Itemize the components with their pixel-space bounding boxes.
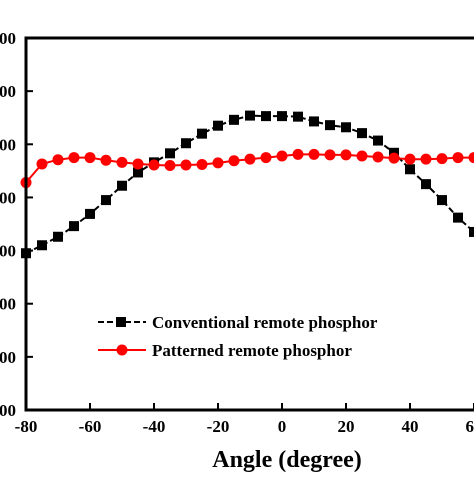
data-point-square <box>229 115 239 125</box>
data-point-square <box>85 209 95 219</box>
legend-marker-circle <box>117 345 128 356</box>
data-point-circle <box>213 157 224 168</box>
data-point-circle <box>165 160 176 171</box>
data-point-circle <box>453 152 464 163</box>
data-point-circle <box>357 150 368 161</box>
data-point-circle <box>405 154 416 165</box>
data-point-circle <box>389 153 400 164</box>
data-point-circle <box>117 157 128 168</box>
x-tick-label: 60 <box>466 417 474 436</box>
legend-label: Patterned remote phosphor <box>152 341 352 360</box>
y-tick-label: 00 <box>0 82 16 101</box>
data-point-circle <box>53 154 64 165</box>
data-point-circle <box>421 154 432 165</box>
x-tick-label: -40 <box>143 417 166 436</box>
data-point-square <box>165 148 175 158</box>
data-point-square <box>69 221 79 231</box>
data-point-square <box>37 240 47 250</box>
series-layer <box>21 111 474 259</box>
y-tick-label: 00 <box>0 242 16 261</box>
data-point-circle <box>469 152 474 163</box>
x-tick-label: -60 <box>79 417 102 436</box>
data-point-square <box>421 179 431 189</box>
x-tick-label: 0 <box>278 417 287 436</box>
data-point-square <box>261 111 271 121</box>
series-line <box>26 116 474 254</box>
data-point-square <box>213 121 223 131</box>
y-tick-label: 00 <box>0 401 16 420</box>
data-point-circle <box>197 159 208 170</box>
data-point-square <box>53 232 63 242</box>
x-tick-label: -20 <box>207 417 230 436</box>
data-point-square <box>469 227 474 237</box>
data-point-circle <box>373 152 384 163</box>
x-axis-title: Angle (degree) <box>212 447 362 473</box>
data-point-square <box>437 195 447 205</box>
x-tick-label: -80 <box>15 417 38 436</box>
data-point-square <box>117 181 127 191</box>
legend-label: Conventional remote phosphor <box>152 313 378 332</box>
y-tick-label: 00 <box>0 348 16 367</box>
data-point-circle <box>341 149 352 160</box>
data-point-square <box>245 111 255 121</box>
data-point-square <box>341 122 351 132</box>
data-point-circle <box>133 158 144 169</box>
data-point-square <box>357 128 367 138</box>
data-point-square <box>197 129 207 139</box>
data-point-square <box>101 195 111 205</box>
data-point-square <box>309 116 319 126</box>
data-point-circle <box>309 149 320 160</box>
y-tick-label: 00 <box>0 295 16 314</box>
y-tick-label: 00 <box>0 135 16 154</box>
data-point-square <box>325 120 335 130</box>
data-point-circle <box>69 152 80 163</box>
x-tick-label: 20 <box>338 417 355 436</box>
data-point-square <box>453 213 463 223</box>
data-point-circle <box>277 150 288 161</box>
data-point-square <box>181 138 191 148</box>
data-point-circle <box>437 153 448 164</box>
data-point-circle <box>261 152 272 163</box>
data-point-square <box>277 111 287 121</box>
data-point-circle <box>325 149 336 160</box>
data-point-square <box>373 136 383 146</box>
legend: Conventional remote phosphor Patterned re… <box>98 313 378 360</box>
data-point-square <box>405 164 415 174</box>
x-tick-label: 40 <box>402 417 419 436</box>
data-point-square <box>293 112 303 122</box>
legend-marker-square <box>116 317 126 327</box>
data-point-circle <box>149 160 160 171</box>
y-tick-label: 00 <box>0 29 16 48</box>
data-point-circle <box>229 155 240 166</box>
data-point-circle <box>181 160 192 171</box>
data-point-circle <box>101 155 112 166</box>
data-point-circle <box>37 158 48 169</box>
data-point-circle <box>293 149 304 160</box>
y-tick-label: 00 <box>0 188 16 207</box>
data-point-circle <box>245 154 256 165</box>
ticks-layer: -80 -60 -40 -20 0 20 40 60 00 00 00 00 00 00 00 00 <box>0 29 474 436</box>
data-point-circle <box>85 152 96 163</box>
